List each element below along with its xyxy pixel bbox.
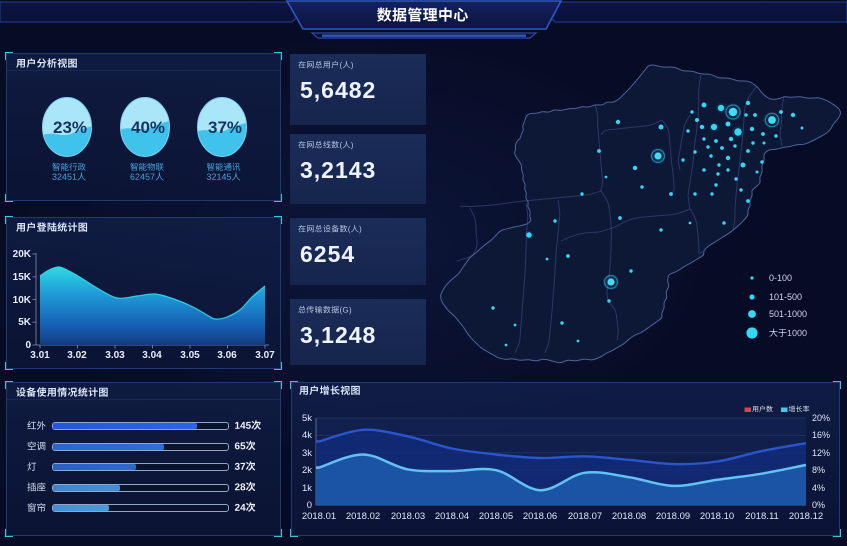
svg-text:2018.10: 2018.10 [700, 511, 734, 522]
svg-text:12%: 12% [812, 448, 830, 458]
svg-text:0-100: 0-100 [769, 273, 792, 283]
svg-text:2018.03: 2018.03 [391, 511, 425, 522]
svg-text:3.07: 3.07 [255, 350, 275, 361]
svg-text:0: 0 [25, 340, 31, 351]
svg-text:20%: 20% [812, 413, 830, 423]
svg-text:0: 0 [307, 500, 312, 511]
svg-text:2018.09: 2018.09 [656, 511, 690, 522]
svg-text:3.02: 3.02 [67, 350, 87, 361]
svg-text:20K: 20K [13, 249, 32, 260]
svg-text:101-500: 101-500 [769, 292, 802, 302]
svg-text:23%: 23% [53, 118, 87, 137]
svg-text:3k: 3k [302, 448, 312, 459]
svg-text:3.06: 3.06 [217, 350, 237, 361]
svg-text:2018.05: 2018.05 [479, 511, 513, 522]
svg-text:2k: 2k [302, 465, 312, 476]
svg-text:4k: 4k [302, 430, 312, 441]
svg-text:2018.06: 2018.06 [523, 511, 557, 522]
svg-text:3.03: 3.03 [105, 350, 125, 361]
svg-text:2018.08: 2018.08 [612, 511, 646, 522]
svg-text:2018.12: 2018.12 [789, 511, 823, 522]
svg-text:15K: 15K [13, 272, 32, 283]
svg-text:2018.02: 2018.02 [346, 511, 380, 522]
svg-text:8%: 8% [812, 465, 825, 475]
svg-text:2018.01: 2018.01 [302, 511, 336, 522]
svg-text:501-1000: 501-1000 [769, 309, 807, 319]
svg-text:5k: 5k [302, 413, 312, 424]
svg-text:16%: 16% [812, 430, 830, 440]
svg-text:3.01: 3.01 [30, 350, 50, 361]
svg-text:5K: 5K [18, 317, 32, 328]
svg-text:0%: 0% [812, 500, 825, 510]
svg-text:10K: 10K [13, 295, 32, 306]
svg-text:40%: 40% [131, 118, 165, 137]
svg-text:2018.07: 2018.07 [568, 511, 602, 522]
svg-text:1k: 1k [302, 483, 312, 494]
svg-text:3.05: 3.05 [180, 350, 200, 361]
svg-text:2018.04: 2018.04 [435, 511, 469, 522]
svg-text:37%: 37% [207, 118, 241, 137]
svg-text:2018.11: 2018.11 [745, 511, 779, 522]
svg-text:3.04: 3.04 [142, 350, 162, 361]
svg-text:4%: 4% [812, 483, 825, 493]
